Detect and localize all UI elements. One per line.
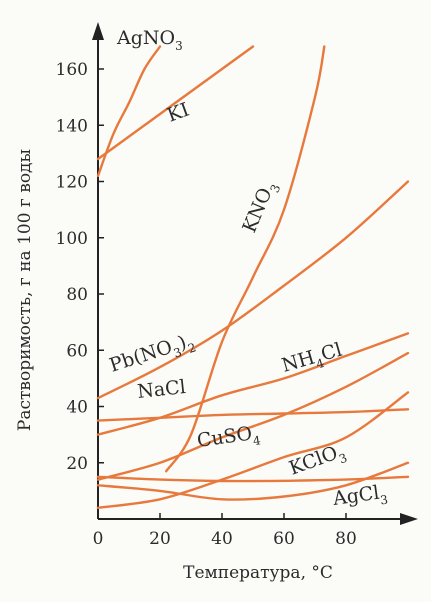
y-tick-label: 160 [56,60,88,80]
series-label-kclo3: KClO3 [286,439,349,483]
y-tick-label: 100 [56,229,88,249]
x-tick-label: 20 [149,529,171,549]
series-line-nh4cl [96,332,410,436]
x-tick-label: 40 [211,529,233,549]
series-label-nacl: NaCl [136,376,187,403]
series-line-kno3 [165,45,326,473]
y-tick-label: 20 [66,454,88,474]
series-label-nh4cl: NH4Cl [279,339,345,381]
y-tick-label: 60 [66,341,88,361]
y-axis-title: Растворимость, г на 100 г воды [15,149,35,431]
series-label-agcl3: AgCl3 [331,481,389,514]
series-label-ki: KI [164,99,192,127]
x-tick-label: 0 [93,529,104,549]
y-tick-label: 40 [66,398,88,418]
series-label-agno3: AgNO3 [116,27,183,53]
axes [92,22,418,525]
y-axis-arrow [92,22,104,40]
series-line-ki [96,45,255,161]
series-lines [96,45,410,509]
series-line-agcl3 [96,461,410,501]
x-tick-label: 60 [273,529,295,549]
series-line-agno3 [96,45,162,178]
tick-marks [98,68,347,519]
series-line-unlabeled-9 [96,475,410,483]
series-line-kclo3 [96,391,410,509]
y-tick-label: 80 [66,285,88,305]
series-line-cuso4 [96,351,410,481]
x-axis-title: Температура, °С [183,563,333,583]
y-tick-label: 140 [56,116,88,136]
y-tick-label: 120 [56,173,88,193]
series-line-pbno32 [96,180,410,400]
tick-labels: 20 40 60 80 100 120 140 160 0 20 40 60 80 [56,60,357,549]
x-tick-label: 80 [335,529,357,549]
series-line-nacl [96,408,410,422]
x-axis-arrow [400,513,418,525]
